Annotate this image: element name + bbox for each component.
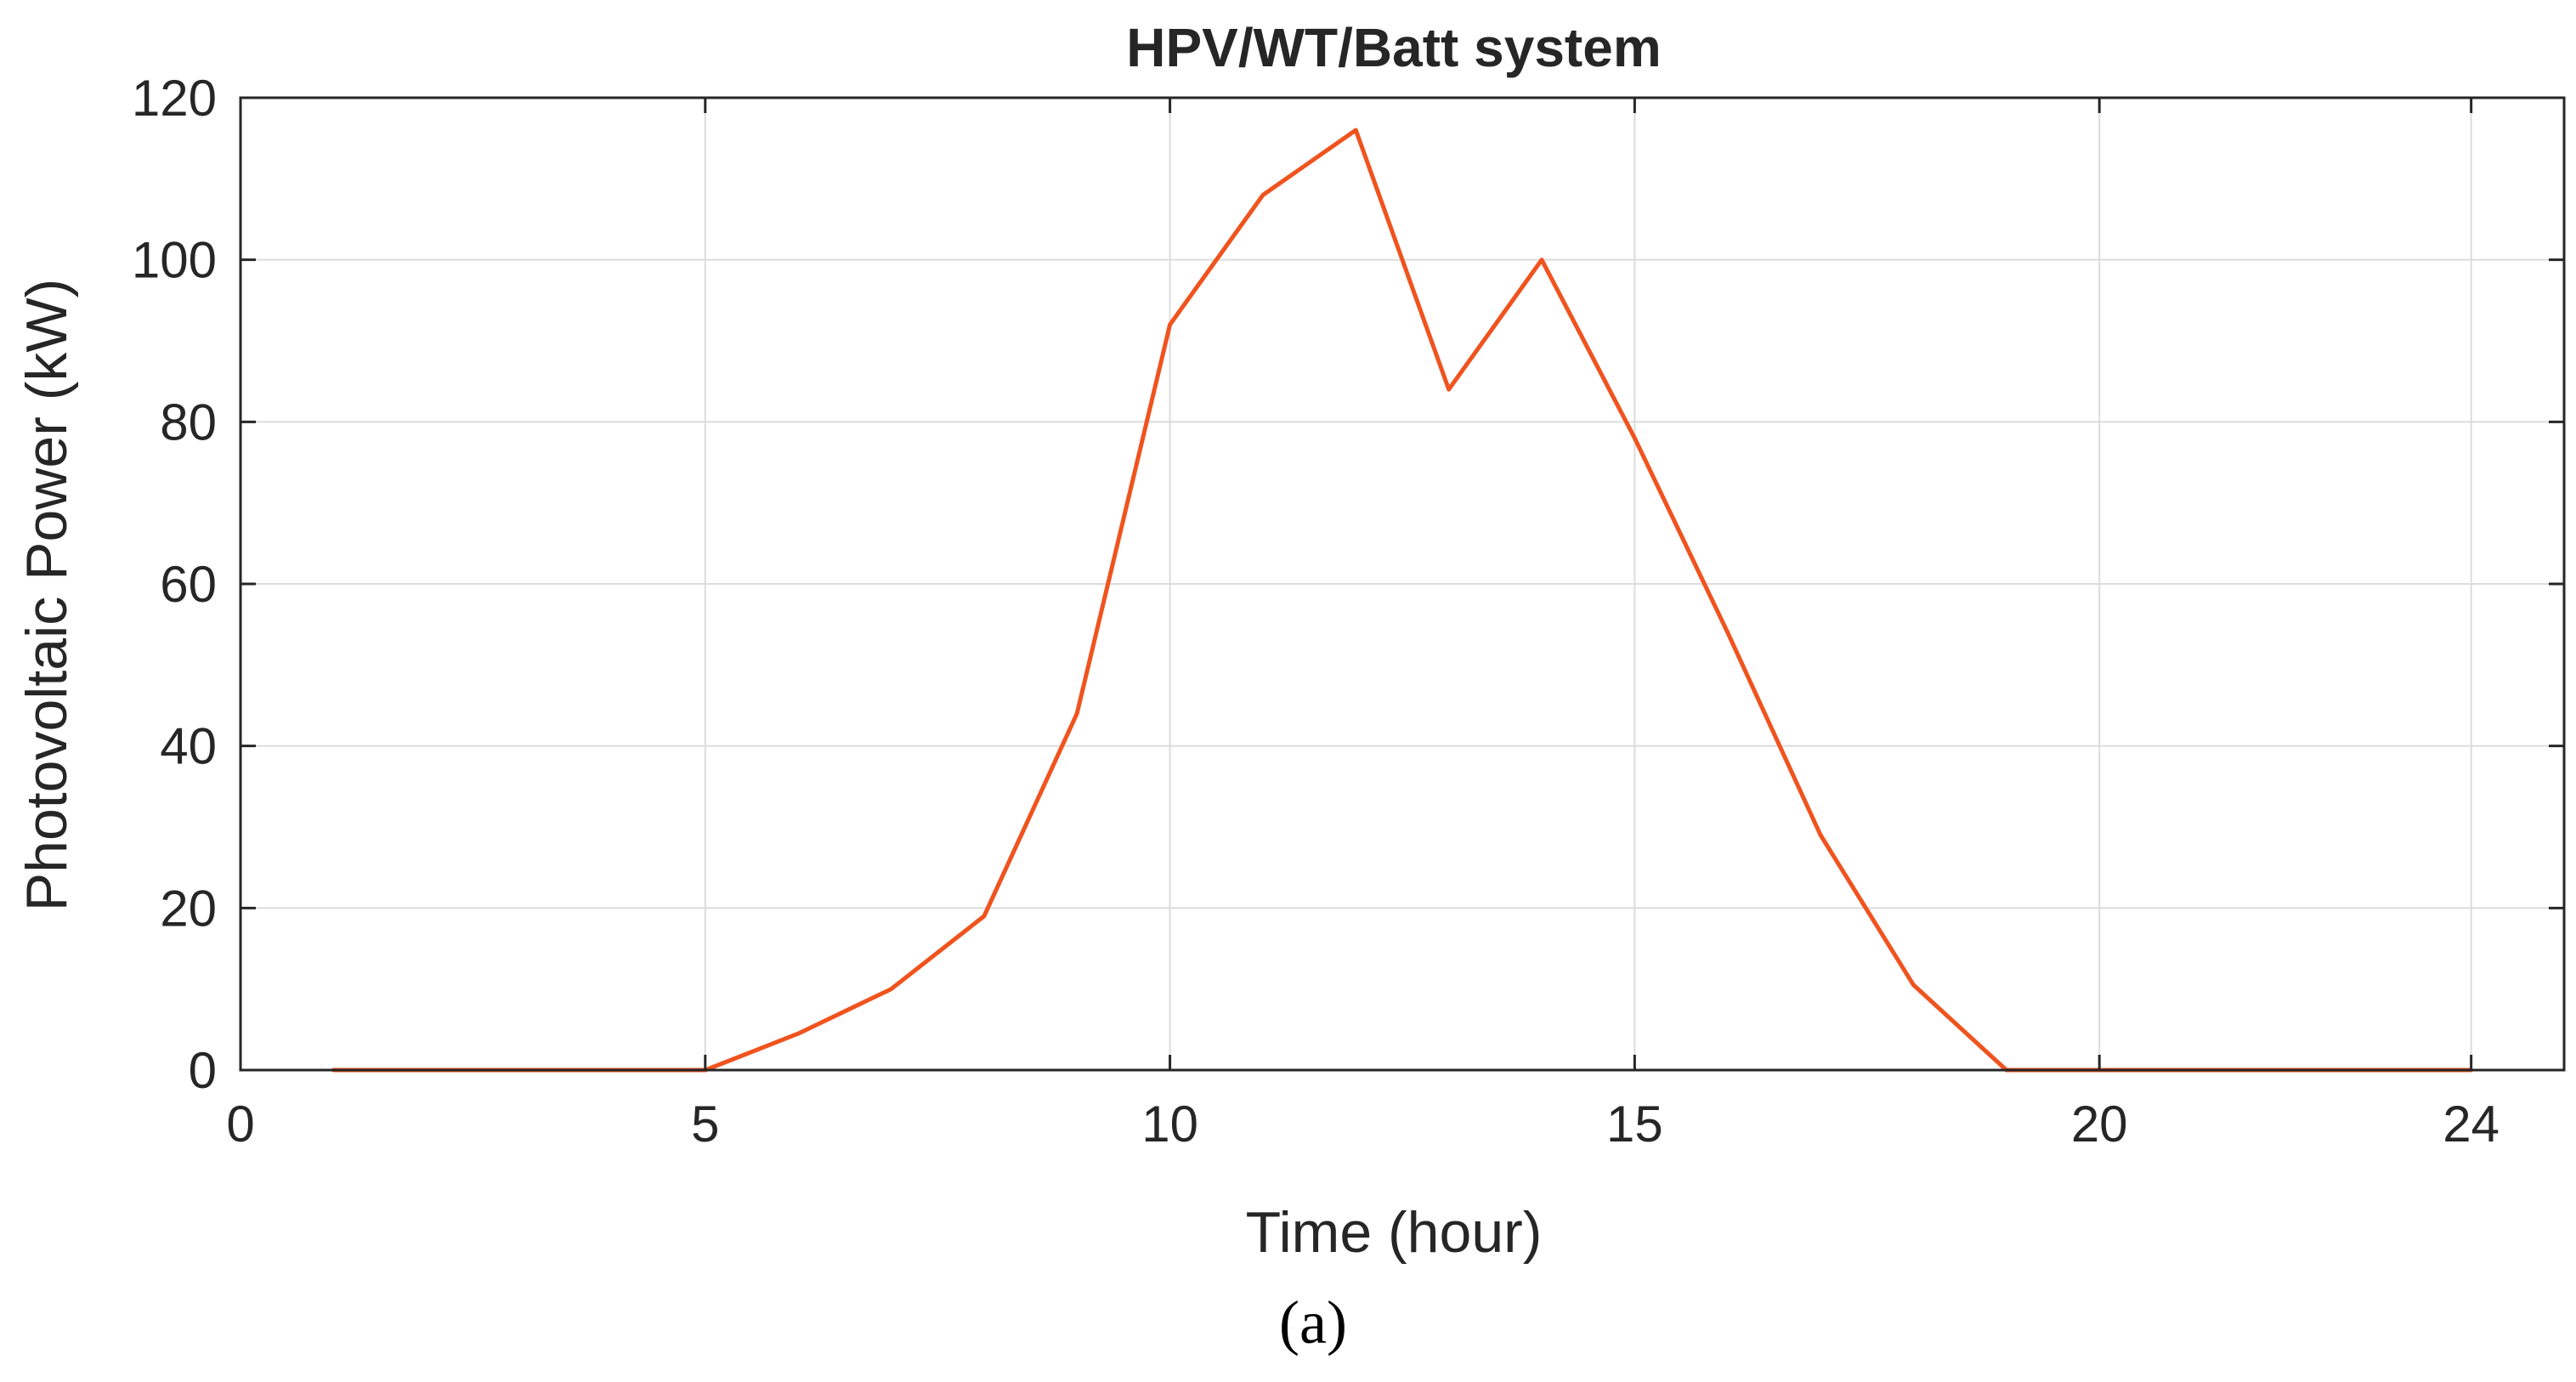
plot-area: 0 5 10 15 20 24 0 20 40 60 80 100 120	[132, 70, 2566, 1153]
tick-marks	[239, 96, 2564, 1072]
y-tick-label: 120	[132, 70, 217, 127]
x-tick-label: 15	[1606, 1096, 1663, 1153]
panel-label: (a)	[1279, 1289, 1347, 1357]
y-tick-label: 20	[160, 880, 217, 937]
y-tick-label: 80	[160, 394, 217, 450]
x-axis-label: Time (hour)	[1246, 1200, 1543, 1265]
x-tick-label: 10	[1141, 1096, 1198, 1153]
x-tick-labels: 0 5 10 15 20 24	[226, 1096, 2500, 1153]
x-tick-label: 5	[691, 1096, 719, 1153]
y-tick-label: 40	[160, 718, 217, 775]
x-tick-label: 24	[2443, 1096, 2500, 1153]
y-tick-labels: 0 20 40 60 80 100 120	[132, 70, 217, 1099]
grid-lines	[241, 98, 2564, 1070]
x-tick-label: 20	[2071, 1096, 2128, 1153]
y-tick-label: 60	[160, 556, 217, 613]
y-tick-label: 0	[189, 1042, 217, 1099]
y-axis-label: Photovoltaic Power (kW)	[14, 279, 79, 911]
x-tick-label: 0	[226, 1096, 254, 1153]
chart-title: HPV/WT/Batt system	[1126, 17, 1661, 78]
y-tick-label: 100	[132, 232, 217, 289]
